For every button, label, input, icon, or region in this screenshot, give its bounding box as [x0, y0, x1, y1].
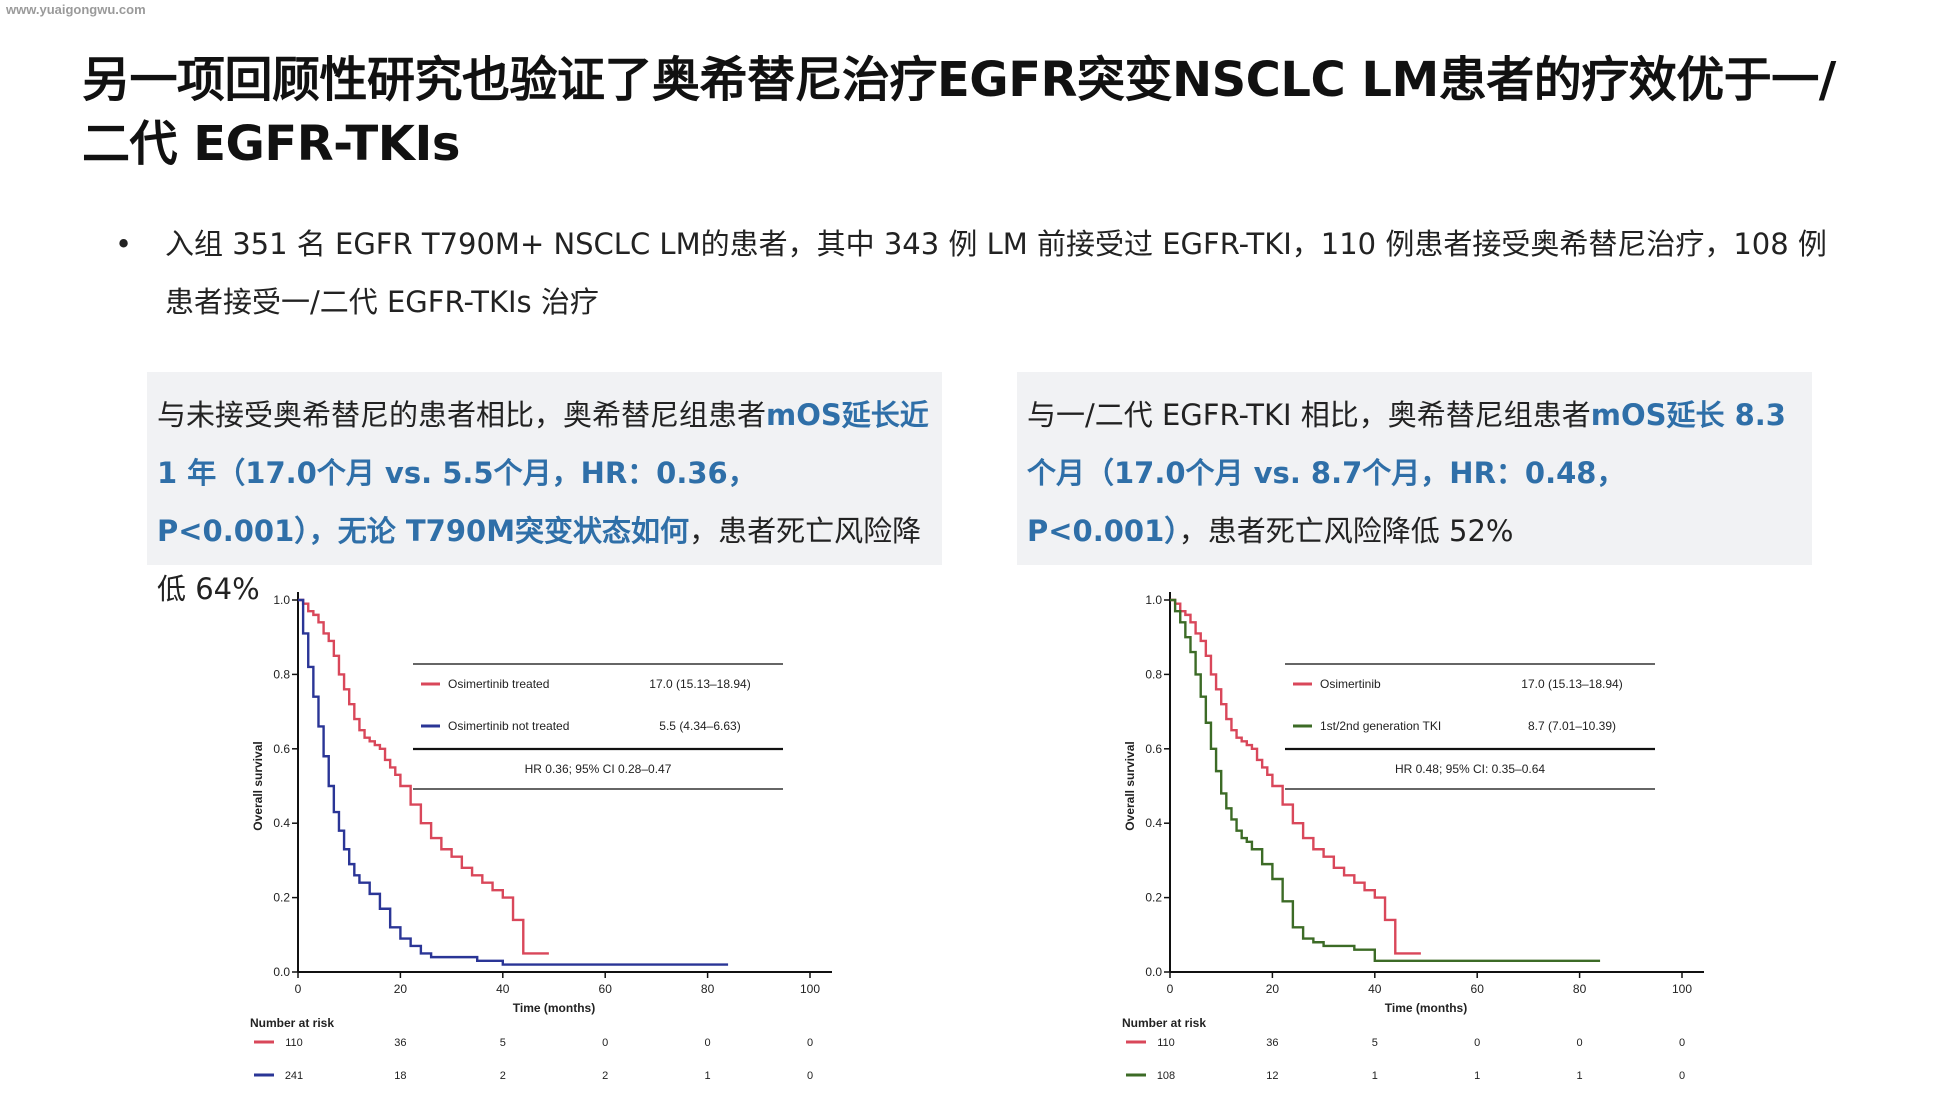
x-axis-label: Time (months)	[513, 1001, 595, 1015]
risk-value: 1	[1474, 1070, 1480, 1082]
summary-box-left: 与未接受奥希替尼的患者相比，奥希替尼组患者mOS延长近 1 年（17.0个月 v…	[147, 372, 942, 606]
bullet-text: 入组 351 名 EGFR T790M+ NSCLC LM的患者，其中 343 …	[165, 227, 1827, 319]
y-tick-label: 0.0	[273, 965, 290, 979]
hazard-ratio-text: HR 0.48; 95% CI: 0.35–0.64	[1395, 762, 1545, 776]
x-tick-label: 0	[1167, 982, 1174, 996]
x-tick-label: 60	[1471, 982, 1485, 996]
summary-highlight: mOS延长 8.3 个月（17.0个月 vs. 8.7个月，HR：0.48，P<…	[1027, 398, 1786, 548]
risk-value: 241	[285, 1070, 303, 1082]
x-axis-label: Time (months)	[1385, 1001, 1467, 1015]
risk-value: 108	[1157, 1070, 1175, 1082]
risk-value: 110	[1157, 1037, 1175, 1049]
watermark: www.yuaigongwu.com	[6, 2, 146, 17]
y-tick-label: 0.2	[273, 891, 290, 905]
legend-value: 8.7 (7.01–10.39)	[1528, 719, 1616, 733]
x-tick-label: 80	[701, 982, 715, 996]
risk-value: 1	[1577, 1070, 1583, 1082]
legend-label: 1st/2nd generation TKI	[1320, 719, 1441, 733]
survival-curve	[298, 598, 729, 966]
y-tick-label: 0.4	[1145, 816, 1162, 830]
legend-value: 17.0 (15.13–18.94)	[649, 677, 750, 691]
summary-text: ，患者死亡风险降低 64%	[157, 514, 922, 606]
risk-value: 0	[1679, 1070, 1685, 1082]
y-axis-label: Overall survival	[1123, 741, 1137, 830]
risk-value: 5	[500, 1037, 506, 1049]
summary-text: 与未接受奥希替尼的患者相比，奥希替尼组患者	[157, 398, 767, 432]
risk-value: 1	[1372, 1070, 1378, 1082]
y-tick-label: 0.8	[1145, 667, 1162, 681]
y-tick-label: 0.0	[1145, 965, 1162, 979]
legend-label: Osimertinib not treated	[448, 719, 569, 733]
x-tick-label: 100	[800, 982, 820, 996]
risk-value: 2	[602, 1070, 608, 1082]
summary-text: ，患者死亡风险降低 52%	[1178, 514, 1514, 548]
bullet-dot: •	[115, 227, 133, 261]
risk-value: 18	[394, 1070, 406, 1082]
risk-value: 5	[1372, 1037, 1378, 1049]
legend-label: Osimertinib treated	[448, 677, 549, 691]
summary-highlight: mOS延长近 1 年（17.0个月 vs. 5.5个月，HR：0.36，P<0.…	[157, 398, 929, 548]
summary-box-right: 与一/二代 EGFR-TKI 相比，奥希替尼组患者mOS延长 8.3 个月（17…	[1017, 372, 1812, 565]
y-tick-label: 1.0	[273, 593, 290, 607]
risk-value: 0	[807, 1070, 813, 1082]
survival-curve	[1170, 598, 1601, 963]
page-title: 另一项回顾性研究也验证了奥希替尼治疗EGFR突变NSCLC LM患者的疗效优于一…	[82, 52, 1836, 172]
x-tick-label: 100	[1672, 982, 1692, 996]
risk-value: 36	[1266, 1037, 1278, 1049]
risk-value: 0	[602, 1037, 608, 1049]
legend-value: 17.0 (15.13–18.94)	[1521, 677, 1622, 691]
y-tick-label: 0.8	[273, 667, 290, 681]
risk-value: 0	[705, 1037, 711, 1049]
risk-value: 0	[807, 1037, 813, 1049]
risk-value: 1	[705, 1070, 711, 1082]
x-tick-label: 60	[599, 982, 613, 996]
y-tick-label: 0.4	[273, 816, 290, 830]
x-tick-label: 20	[394, 982, 408, 996]
x-tick-label: 0	[295, 982, 302, 996]
x-tick-label: 40	[496, 982, 510, 996]
risk-table-title: Number at risk	[250, 1016, 334, 1030]
risk-value: 110	[285, 1037, 303, 1049]
risk-value: 0	[1577, 1037, 1583, 1049]
hazard-ratio-text: HR 0.36; 95% CI 0.28–0.47	[525, 762, 672, 776]
y-tick-label: 0.6	[273, 742, 290, 756]
y-tick-label: 0.2	[1145, 891, 1162, 905]
survival-curve	[1170, 598, 1421, 955]
x-tick-label: 20	[1266, 982, 1280, 996]
risk-value: 36	[394, 1037, 406, 1049]
risk-table-title: Number at risk	[1122, 1016, 1206, 1030]
summary-text: 与一/二代 EGFR-TKI 相比，奥希替尼组患者	[1027, 398, 1591, 432]
x-tick-label: 40	[1368, 982, 1382, 996]
risk-value: 12	[1266, 1070, 1278, 1082]
y-tick-label: 0.6	[1145, 742, 1162, 756]
x-tick-label: 80	[1573, 982, 1587, 996]
y-axis-label: Overall survival	[251, 741, 265, 830]
y-tick-label: 1.0	[1145, 593, 1162, 607]
risk-value: 2	[500, 1070, 506, 1082]
legend-value: 5.5 (4.34–6.63)	[659, 719, 740, 733]
survival-curve	[298, 598, 549, 955]
legend-label: Osimertinib	[1320, 677, 1381, 691]
risk-value: 0	[1474, 1037, 1480, 1049]
risk-value: 0	[1679, 1037, 1685, 1049]
